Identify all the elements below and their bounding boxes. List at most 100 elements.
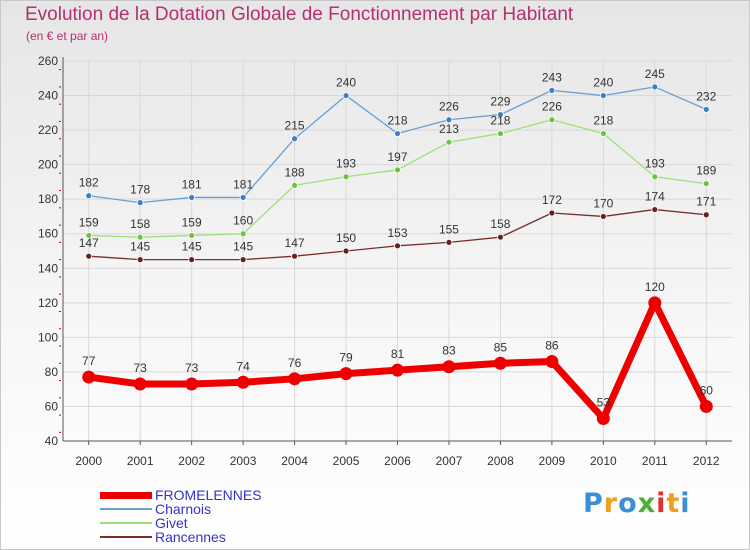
data-point-fromelennes[interactable] bbox=[648, 296, 662, 310]
x-tick-label: 2003 bbox=[230, 454, 257, 468]
data-point-charnois[interactable] bbox=[651, 83, 659, 91]
data-label-charnois: 181 bbox=[182, 177, 202, 191]
data-label-charnois: 218 bbox=[387, 114, 407, 128]
y-minor-tick bbox=[59, 431, 61, 433]
data-point-givet[interactable] bbox=[445, 138, 453, 146]
data-point-fromelennes[interactable] bbox=[596, 412, 610, 426]
data-label-fromelennes: 60 bbox=[700, 383, 714, 397]
legend-item-charnois[interactable]: Charnois bbox=[100, 501, 211, 517]
data-point-charnois[interactable] bbox=[188, 194, 196, 201]
data-label-charnois: 226 bbox=[439, 100, 459, 114]
data-point-givet[interactable] bbox=[394, 166, 401, 174]
data-point-rancennes[interactable] bbox=[497, 233, 504, 241]
data-point-givet[interactable] bbox=[651, 173, 659, 181]
data-point-rancennes[interactable] bbox=[342, 247, 350, 255]
data-label-givet: 158 bbox=[130, 217, 150, 231]
data-point-fromelennes[interactable] bbox=[699, 399, 713, 413]
legend-item-givet[interactable]: Givet bbox=[100, 515, 188, 531]
data-point-givet[interactable] bbox=[548, 116, 556, 124]
logo-letter: r bbox=[603, 488, 619, 519]
data-point-rancennes[interactable] bbox=[702, 211, 710, 219]
legend-swatch-rancennes bbox=[100, 536, 152, 538]
proxiti-logo[interactable]: Proxiti bbox=[583, 488, 691, 519]
data-point-rancennes[interactable] bbox=[85, 252, 93, 260]
data-point-fromelennes[interactable] bbox=[391, 363, 404, 377]
data-point-givet[interactable] bbox=[291, 181, 298, 189]
y-tick-label: 60 bbox=[45, 399, 59, 413]
data-point-givet[interactable] bbox=[599, 130, 607, 137]
data-point-fromelennes[interactable] bbox=[493, 356, 507, 370]
data-point-fromelennes[interactable] bbox=[339, 367, 353, 381]
data-point-fromelennes[interactable] bbox=[185, 377, 199, 391]
data-point-rancennes[interactable] bbox=[599, 213, 607, 220]
data-label-rancennes: 170 bbox=[593, 196, 613, 210]
data-point-rancennes[interactable] bbox=[291, 252, 298, 260]
data-label-charnois: 229 bbox=[490, 95, 510, 109]
data-point-charnois[interactable] bbox=[394, 130, 401, 137]
data-point-rancennes[interactable] bbox=[136, 256, 144, 264]
y-tick-label: 140 bbox=[38, 261, 58, 275]
logo-letter: x bbox=[637, 488, 657, 519]
data-label-rancennes: 171 bbox=[696, 195, 716, 209]
legend-item-fromelennes[interactable]: FROMELENNES bbox=[100, 487, 262, 503]
y-minor-tick bbox=[59, 190, 61, 192]
logo-letter: t bbox=[666, 488, 681, 519]
data-label-rancennes: 153 bbox=[387, 226, 407, 240]
data-point-fromelennes[interactable] bbox=[288, 372, 302, 386]
y-minor-tick bbox=[59, 86, 61, 88]
y-minor-tick bbox=[59, 276, 61, 278]
data-point-rancennes[interactable] bbox=[548, 209, 556, 217]
data-point-givet[interactable] bbox=[239, 230, 247, 238]
data-point-charnois[interactable] bbox=[497, 111, 504, 118]
data-point-givet[interactable] bbox=[188, 232, 196, 239]
data-label-givet: 193 bbox=[645, 157, 665, 171]
data-label-fromelennes: 74 bbox=[236, 359, 250, 373]
data-point-fromelennes[interactable] bbox=[442, 360, 456, 374]
y-minor-tick bbox=[59, 259, 61, 261]
data-point-givet[interactable] bbox=[85, 232, 93, 239]
data-point-fromelennes[interactable] bbox=[545, 355, 559, 369]
data-point-rancennes[interactable] bbox=[239, 256, 247, 264]
data-label-rancennes: 174 bbox=[645, 190, 665, 204]
data-point-givet[interactable] bbox=[702, 180, 710, 188]
data-point-charnois[interactable] bbox=[136, 199, 144, 207]
data-point-fromelennes[interactable] bbox=[133, 377, 147, 391]
data-point-rancennes[interactable] bbox=[188, 256, 196, 264]
data-point-rancennes[interactable] bbox=[651, 206, 659, 213]
x-tick-label: 2010 bbox=[590, 454, 617, 468]
chart-title: Evolution de la Dotation Globale de Fonc… bbox=[25, 4, 574, 25]
data-point-charnois[interactable] bbox=[85, 192, 93, 200]
data-label-charnois: 181 bbox=[233, 177, 253, 191]
data-point-givet[interactable] bbox=[136, 233, 144, 241]
data-point-charnois[interactable] bbox=[291, 135, 298, 143]
legend-item-rancennes[interactable]: Rancennes bbox=[100, 529, 226, 545]
data-point-charnois[interactable] bbox=[599, 92, 607, 99]
data-point-charnois[interactable] bbox=[702, 105, 710, 113]
y-tick-label: 240 bbox=[38, 89, 58, 103]
data-point-charnois[interactable] bbox=[239, 194, 247, 201]
data-point-charnois[interactable] bbox=[445, 116, 453, 124]
data-point-fromelennes[interactable] bbox=[236, 375, 250, 389]
data-label-givet: 213 bbox=[439, 122, 459, 136]
data-label-charnois: 243 bbox=[542, 70, 562, 84]
y-minor-tick bbox=[59, 310, 61, 312]
data-point-fromelennes[interactable] bbox=[82, 370, 96, 384]
data-point-rancennes[interactable] bbox=[445, 238, 453, 246]
data-point-charnois[interactable] bbox=[548, 86, 556, 94]
data-point-givet[interactable] bbox=[497, 130, 504, 137]
logo-letter: i bbox=[656, 488, 667, 519]
data-point-charnois[interactable] bbox=[342, 92, 350, 99]
x-tick-label: 2005 bbox=[333, 454, 360, 468]
legend-label-rancennes: Rancennes bbox=[155, 529, 226, 545]
data-label-rancennes: 145 bbox=[130, 240, 150, 254]
data-point-rancennes[interactable] bbox=[394, 242, 401, 250]
data-point-givet[interactable] bbox=[342, 173, 350, 181]
data-label-fromelennes: 53 bbox=[597, 396, 611, 410]
legend-swatch-givet bbox=[100, 522, 152, 524]
x-tick-label: 2006 bbox=[384, 454, 411, 468]
y-tick-label: 180 bbox=[38, 192, 58, 206]
data-label-fromelennes: 86 bbox=[545, 339, 559, 353]
y-tick-label: 220 bbox=[38, 123, 58, 137]
data-label-fromelennes: 79 bbox=[339, 351, 353, 365]
y-minor-tick bbox=[59, 138, 61, 140]
